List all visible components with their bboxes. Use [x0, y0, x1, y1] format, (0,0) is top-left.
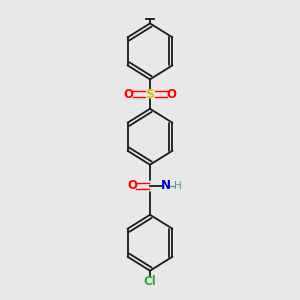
Text: S: S: [146, 88, 154, 100]
Text: O: O: [127, 179, 137, 192]
Text: N: N: [161, 179, 171, 192]
Text: H: H: [173, 181, 181, 191]
Text: O: O: [124, 88, 134, 100]
Text: Cl: Cl: [144, 274, 156, 287]
Text: O: O: [166, 88, 176, 100]
